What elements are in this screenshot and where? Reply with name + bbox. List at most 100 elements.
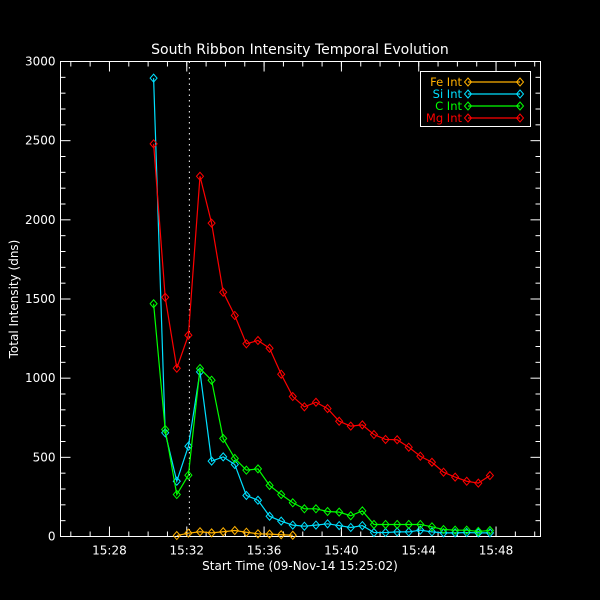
data-point-si-int — [242, 490, 251, 501]
series-mg-int — [149, 139, 495, 488]
data-point-mg-int — [381, 434, 390, 445]
data-point-si-int — [265, 511, 274, 521]
data-point-mg-int — [474, 478, 483, 488]
y-tick-label: 2000 — [25, 213, 56, 227]
data-point-c-int — [288, 498, 297, 508]
data-point-si-int — [219, 452, 228, 462]
legend-marker-fe-int — [515, 77, 525, 87]
data-point-si-int — [334, 520, 344, 531]
y-axis-label: Total Intensity (dns) — [7, 240, 21, 360]
x-tick-label: 15:40 — [324, 544, 359, 558]
plot-frame — [60, 61, 541, 537]
data-point-si-int — [300, 521, 309, 531]
data-point-mg-int — [277, 369, 286, 379]
data-point-si-int — [427, 527, 437, 537]
x-tick-label: 15:28 — [92, 544, 127, 558]
data-point-c-int — [346, 510, 355, 521]
legend-marker-si-int — [463, 89, 473, 99]
data-point-si-int — [346, 522, 355, 533]
data-point-mg-int — [265, 343, 274, 354]
data-point-fe-int — [230, 525, 239, 536]
series-fe-int — [172, 525, 297, 541]
data-point-c-int — [439, 524, 448, 535]
data-point-fe-int — [207, 528, 216, 538]
x-tick-label: 15:44 — [401, 544, 436, 558]
data-point-c-int — [474, 526, 483, 537]
series-si-int — [149, 73, 495, 538]
data-point-c-int — [369, 519, 379, 530]
legend-marker-c-int — [515, 101, 525, 111]
legend-label-mg-int: Mg Int — [426, 111, 463, 125]
data-point-mg-int — [439, 467, 448, 477]
data-point-mg-int — [346, 421, 355, 431]
data-point-c-int — [450, 525, 460, 535]
data-point-si-int — [323, 519, 332, 529]
data-point-si-int — [311, 520, 321, 530]
data-point-c-int — [334, 507, 344, 517]
series-c-int — [149, 298, 495, 537]
data-point-si-int — [416, 525, 425, 535]
legend-box — [420, 71, 531, 127]
y-tick-label: 2500 — [25, 134, 56, 148]
data-point-mg-int — [195, 171, 205, 182]
data-point-mg-int — [172, 363, 181, 373]
data-point-si-int — [358, 520, 367, 531]
data-point-mg-int — [427, 457, 437, 468]
data-point-fe-int — [172, 530, 181, 541]
data-point-c-int — [242, 465, 251, 475]
series-line-si-int — [153, 78, 490, 534]
data-point-si-int — [253, 495, 263, 506]
data-point-fe-int — [253, 529, 263, 539]
legend-marker-fe-int — [463, 77, 473, 87]
data-point-mg-int — [288, 391, 297, 402]
data-point-mg-int — [462, 476, 471, 487]
legend-label-si-int: Si Int — [433, 87, 463, 101]
data-point-mg-int — [161, 292, 170, 303]
data-point-mg-int — [207, 218, 216, 228]
data-point-fe-int — [184, 528, 193, 538]
x-axis-label: Start Time (09-Nov-14 15:25:02) — [202, 559, 398, 573]
data-point-c-int — [207, 375, 216, 385]
series-line-c-int — [153, 303, 490, 533]
x-tick-label: 15:32 — [169, 544, 204, 558]
data-point-c-int — [462, 525, 471, 535]
data-point-c-int — [161, 424, 170, 435]
data-point-mg-int — [300, 402, 309, 412]
data-point-c-int — [392, 519, 402, 530]
data-point-mg-int — [485, 470, 495, 481]
legend-marker-mg-int — [515, 113, 525, 123]
data-point-si-int — [184, 441, 193, 452]
data-point-si-int — [277, 516, 286, 526]
series-line-mg-int — [153, 143, 491, 484]
y-tick-label: 500 — [33, 450, 56, 464]
data-point-c-int — [311, 504, 321, 514]
chart-title: South Ribbon Intensity Temporal Evolutio… — [151, 42, 449, 58]
legend-marker-c-int — [463, 101, 473, 111]
data-point-c-int — [358, 506, 367, 516]
data-point-mg-int — [404, 442, 413, 452]
y-tick-label: 3000 — [25, 55, 56, 69]
data-point-mg-int — [416, 451, 425, 461]
data-point-mg-int — [219, 287, 228, 297]
legend-label-c-int: C Int — [435, 99, 462, 113]
data-point-c-int — [230, 453, 239, 464]
data-point-c-int — [149, 298, 158, 309]
data-point-c-int — [323, 506, 332, 517]
series-group — [149, 73, 495, 541]
legend-label-fe-int: Fe Int — [430, 75, 462, 89]
data-point-c-int — [404, 519, 413, 530]
data-point-mg-int — [323, 403, 332, 414]
data-point-c-int — [265, 480, 274, 491]
data-point-mg-int — [392, 434, 402, 445]
data-point-c-int — [416, 519, 425, 530]
data-point-mg-int — [184, 330, 193, 341]
data-point-si-int — [381, 527, 390, 538]
x-tick-label: 15:36 — [247, 544, 282, 558]
data-point-c-int — [184, 470, 193, 480]
data-point-mg-int — [242, 339, 251, 349]
data-point-fe-int — [195, 526, 205, 537]
data-point-c-int — [219, 433, 228, 444]
